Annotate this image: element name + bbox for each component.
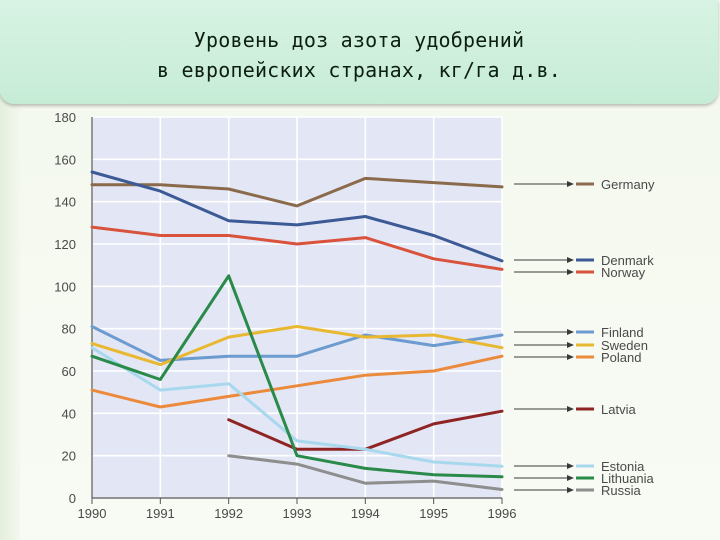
legend-label-norway: Norway bbox=[601, 265, 646, 280]
legend-label-estonia: Estonia bbox=[601, 459, 645, 474]
slide-title-line-1: Уровень доз азота удобрений bbox=[193, 28, 525, 52]
legend-label-denmark: Denmark bbox=[601, 253, 654, 268]
legend-label-poland: Poland bbox=[601, 350, 641, 365]
legend-arrowhead-finland bbox=[567, 329, 574, 335]
y-tick-label: 120 bbox=[54, 237, 76, 252]
legend-label-russia: Russia bbox=[601, 483, 642, 498]
series-line-poland bbox=[90, 354, 504, 409]
series-line-estonia bbox=[90, 346, 504, 468]
x-tick-label: 1991 bbox=[146, 506, 175, 521]
y-tick-label: 40 bbox=[62, 406, 76, 421]
series-line-finland bbox=[90, 325, 504, 362]
series-line-russia bbox=[227, 454, 504, 491]
legend-arrowhead-russia bbox=[567, 487, 574, 493]
y-tick-label: 140 bbox=[54, 195, 76, 210]
legend-arrowhead-germany bbox=[567, 181, 574, 187]
x-tick-label: 1994 bbox=[351, 506, 380, 521]
legend-label-sweden: Sweden bbox=[601, 338, 648, 353]
legend-label-latvia: Latvia bbox=[601, 402, 636, 417]
legend-arrowhead-denmark bbox=[567, 257, 574, 263]
x-tick-label: 1992 bbox=[214, 506, 243, 521]
x-tick-label: 1990 bbox=[78, 506, 107, 521]
slide-title-line-2: в европейских странах, кг/га д.в. bbox=[157, 58, 561, 82]
legend-label-finland: Finland bbox=[601, 325, 644, 340]
series-line-norway bbox=[90, 225, 504, 271]
series-line-lithuania bbox=[90, 274, 504, 479]
series-line-sweden bbox=[90, 325, 504, 367]
legend-label-germany: Germany bbox=[601, 177, 655, 192]
series-line-germany bbox=[90, 176, 504, 208]
y-tick-label: 100 bbox=[54, 279, 76, 294]
x-tick-label: 1995 bbox=[419, 506, 448, 521]
title-banner: Уровень доз азота удобрений в европейски… bbox=[0, 0, 718, 104]
y-tick-label: 80 bbox=[62, 322, 76, 337]
legend-label-lithuania: Lithuania bbox=[601, 471, 655, 486]
y-tick-label: 0 bbox=[69, 491, 76, 506]
left-decorative-band bbox=[0, 0, 20, 540]
legend-arrowhead-norway bbox=[567, 269, 574, 275]
legend-arrowhead-sweden bbox=[567, 342, 574, 348]
legend-arrowhead-lithuania bbox=[567, 475, 574, 481]
y-tick-label: 20 bbox=[62, 449, 76, 464]
legend-arrowhead-poland bbox=[567, 354, 574, 360]
x-tick-label: 1996 bbox=[488, 506, 517, 521]
series-line-denmark bbox=[90, 170, 504, 263]
legend-arrowhead-estonia bbox=[567, 463, 574, 469]
y-tick-label: 180 bbox=[54, 110, 76, 125]
y-tick-label: 160 bbox=[54, 152, 76, 167]
x-tick-label: 1993 bbox=[283, 506, 312, 521]
legend-arrowhead-latvia bbox=[567, 406, 574, 412]
y-tick-label: 60 bbox=[62, 364, 76, 379]
